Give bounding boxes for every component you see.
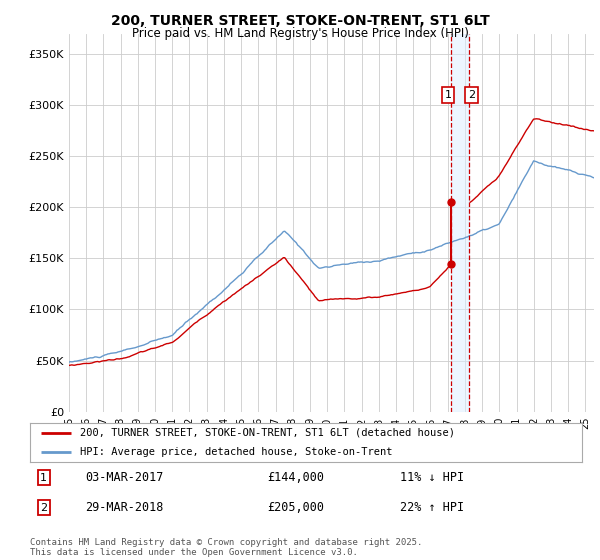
Text: 11% ↓ HPI: 11% ↓ HPI bbox=[400, 471, 464, 484]
Text: 200, TURNER STREET, STOKE-ON-TRENT, ST1 6LT (detached house): 200, TURNER STREET, STOKE-ON-TRENT, ST1 … bbox=[80, 428, 455, 437]
Text: 22% ↑ HPI: 22% ↑ HPI bbox=[400, 501, 464, 515]
Text: £144,000: £144,000 bbox=[268, 471, 325, 484]
Bar bbox=[451, 34, 469, 412]
Text: 29-MAR-2018: 29-MAR-2018 bbox=[85, 501, 164, 515]
Text: 1: 1 bbox=[40, 473, 47, 483]
Text: £205,000: £205,000 bbox=[268, 501, 325, 515]
Text: Contains HM Land Registry data © Crown copyright and database right 2025.
This d: Contains HM Land Registry data © Crown c… bbox=[30, 538, 422, 557]
Text: 1: 1 bbox=[445, 90, 452, 100]
Text: HPI: Average price, detached house, Stoke-on-Trent: HPI: Average price, detached house, Stok… bbox=[80, 447, 392, 457]
Text: 03-MAR-2017: 03-MAR-2017 bbox=[85, 471, 164, 484]
Text: Price paid vs. HM Land Registry's House Price Index (HPI): Price paid vs. HM Land Registry's House … bbox=[131, 27, 469, 40]
Text: 2: 2 bbox=[468, 90, 475, 100]
Text: 2: 2 bbox=[40, 503, 47, 513]
Text: 200, TURNER STREET, STOKE-ON-TRENT, ST1 6LT: 200, TURNER STREET, STOKE-ON-TRENT, ST1 … bbox=[110, 14, 490, 28]
